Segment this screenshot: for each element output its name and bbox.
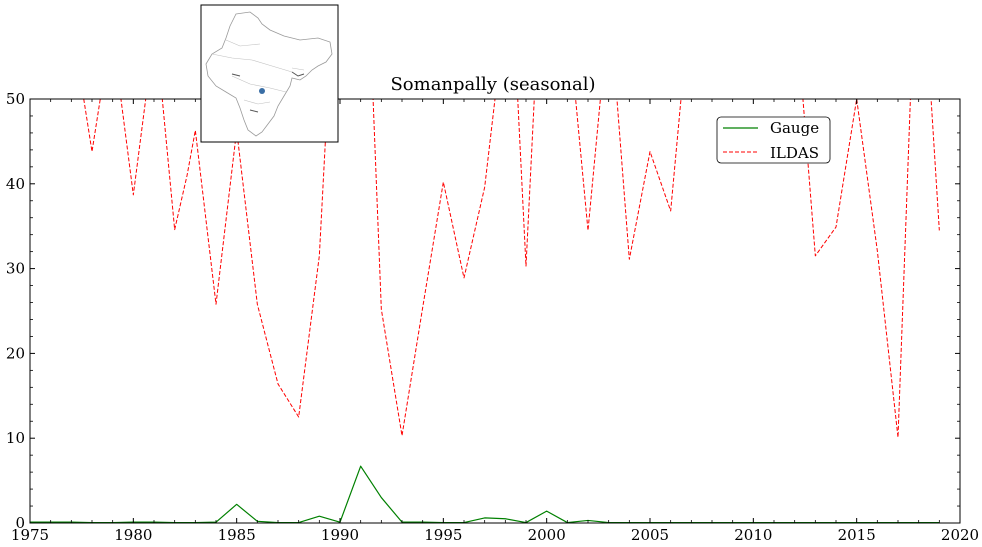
plot-frame: [29, 98, 961, 524]
y-tick-label: 0: [15, 514, 25, 532]
y-tick-label: 10: [6, 429, 25, 447]
inner-border-shape: [211, 39, 305, 105]
legend-ildas-label: ILDAS: [770, 144, 819, 162]
y-tick-label: 40: [6, 175, 25, 193]
x-tick-label: 2000: [528, 526, 566, 544]
axis-layer: 1975 1980 1985 1990 1995 2000 2005 2010 2015 2020…: [6, 90, 979, 544]
series-line-ildas: [83, 98, 940, 438]
x-tick-label: 2010: [734, 526, 772, 544]
legend: Gauge ILDAS: [716, 116, 831, 164]
chart-title: Somanpally (seasonal): [390, 74, 595, 95]
legend-gauge-label: Gauge: [770, 119, 819, 137]
x-tick-label: 2015: [838, 526, 876, 544]
station-marker: [259, 88, 265, 94]
series-line-gauge: [30, 465, 940, 524]
india-outline-shape: [205, 11, 333, 137]
y-tick-label: 30: [6, 260, 25, 278]
x-tick-label: 1980: [114, 526, 152, 544]
x-tick-label: 2005: [631, 526, 669, 544]
y-tick-label: 20: [6, 344, 25, 362]
y-tick-label: 50: [6, 90, 25, 108]
x-tick-label: 2020: [941, 526, 979, 544]
coast-detail-shape: [231, 71, 305, 113]
x-tick-label: 1990: [321, 526, 359, 544]
x-tick-label: 1975: [11, 526, 49, 544]
inset-frame: [200, 4, 339, 143]
x-tick-label: 1995: [424, 526, 462, 544]
x-tick-label: 1985: [218, 526, 256, 544]
inset-map: [200, 4, 339, 143]
